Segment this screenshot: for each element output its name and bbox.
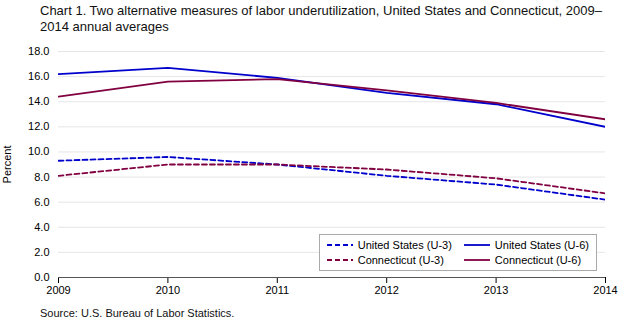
svg-text:2010: 2010 — [156, 284, 180, 296]
svg-text:4.0: 4.0 — [34, 221, 49, 233]
svg-text:12.0: 12.0 — [28, 120, 49, 132]
svg-text:2014: 2014 — [593, 284, 617, 296]
html-text:Source: U.S. Bureau of Labor S: Source: U.S. Bureau of Labor Statistics. — [40, 307, 235, 319]
svg-text:2013: 2013 — [484, 284, 508, 296]
html-text:United States (U-6): United States (U-6) — [494, 239, 589, 251]
svg-text:16.0: 16.0 — [28, 70, 49, 82]
svg-text:8.0: 8.0 — [34, 171, 49, 183]
svg-text:18.0: 18.0 — [28, 45, 49, 57]
svg-text:0.0: 0.0 — [34, 271, 49, 283]
html-text:Connecticut (U-6): Connecticut (U-6) — [494, 254, 581, 266]
svg-text:Percent: Percent — [1, 146, 13, 184]
html-text:Connecticut (U-3): Connecticut (U-3) — [357, 254, 444, 266]
html-text:Chart 1. Two alternative measu: Chart 1. Two alternative measures of lab… — [40, 3, 602, 34]
svg-text:10.0: 10.0 — [28, 145, 49, 157]
svg-text:2011: 2011 — [265, 284, 289, 296]
svg-text:2009: 2009 — [46, 284, 70, 296]
svg-text:6.0: 6.0 — [34, 196, 49, 208]
svg-text:2.0: 2.0 — [34, 246, 49, 258]
svg-text:14.0: 14.0 — [28, 95, 49, 107]
html-text:United States (U-3): United States (U-3) — [357, 239, 452, 251]
svg-text:2012: 2012 — [374, 284, 398, 296]
